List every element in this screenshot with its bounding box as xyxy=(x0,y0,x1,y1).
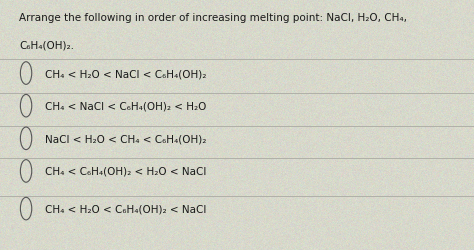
Text: NaCl < H₂O < CH₄ < C₆H₄(OH)₂: NaCl < H₂O < CH₄ < C₆H₄(OH)₂ xyxy=(45,134,206,144)
Text: Arrange the following in order of increasing melting point: NaCl, H₂O, CH₄,: Arrange the following in order of increa… xyxy=(19,12,407,22)
Text: CH₄ < C₆H₄(OH)₂ < H₂O < NaCl: CH₄ < C₆H₄(OH)₂ < H₂O < NaCl xyxy=(45,166,206,176)
Text: CH₄ < H₂O < C₆H₄(OH)₂ < NaCl: CH₄ < H₂O < C₆H₄(OH)₂ < NaCl xyxy=(45,204,206,214)
Text: CH₄ < NaCl < C₆H₄(OH)₂ < H₂O: CH₄ < NaCl < C₆H₄(OH)₂ < H₂O xyxy=(45,101,206,111)
Text: CH₄ < H₂O < NaCl < C₆H₄(OH)₂: CH₄ < H₂O < NaCl < C₆H₄(OH)₂ xyxy=(45,69,206,79)
Text: C₆H₄(OH)₂.: C₆H₄(OH)₂. xyxy=(19,40,74,50)
